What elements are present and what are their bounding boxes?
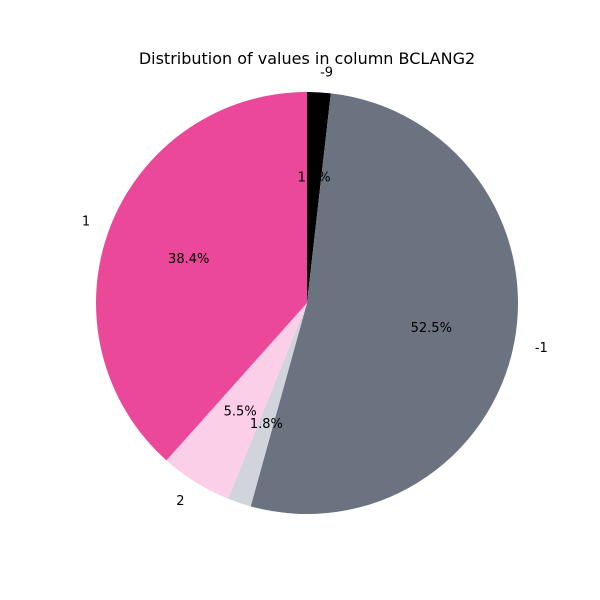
slice-percent-label: 52.5% bbox=[411, 321, 452, 336]
slice-percent-label: 38.4% bbox=[168, 252, 209, 267]
pie-labels: 1.8%-952.5%-11.8%5.5%238.4%1 bbox=[82, 65, 548, 509]
pie-slice bbox=[250, 93, 518, 514]
pie-slice bbox=[228, 303, 307, 507]
slice-percent-label: 5.5% bbox=[224, 405, 257, 420]
chart-title: Distribution of values in column BCLANG2 bbox=[139, 49, 475, 68]
pie-slice bbox=[166, 303, 307, 499]
slice-percent-label: 1.8% bbox=[250, 417, 283, 432]
slice-category-label: 1 bbox=[82, 214, 90, 229]
slice-percent-label: 1.8% bbox=[298, 171, 331, 186]
slice-category-label: -1 bbox=[535, 341, 548, 356]
pie-slice bbox=[96, 92, 307, 461]
slice-category-label: -9 bbox=[320, 65, 333, 80]
slice-category-label: 2 bbox=[176, 494, 184, 509]
pie-slice bbox=[307, 92, 331, 303]
pie-slices bbox=[96, 92, 518, 514]
